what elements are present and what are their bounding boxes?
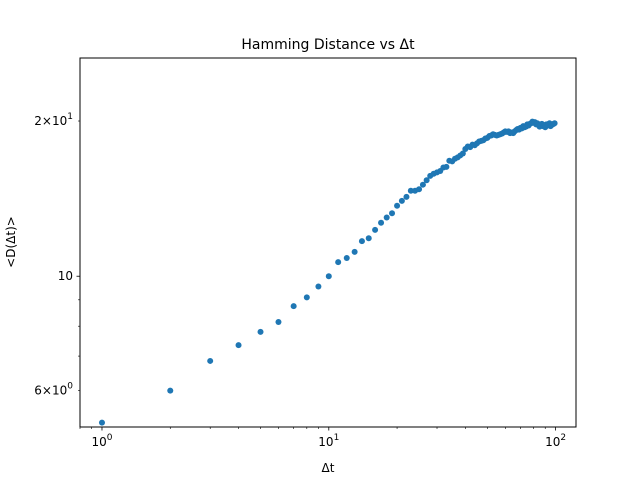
data-point <box>358 238 365 245</box>
data-point <box>423 177 430 184</box>
x-axis-label: Δt <box>322 461 335 475</box>
data-point <box>378 219 385 226</box>
y-tick-label: 10 <box>58 269 73 283</box>
data-point <box>325 273 332 280</box>
chart-title: Hamming Distance vs Δt <box>241 37 415 53</box>
data-point <box>98 419 105 426</box>
data-point <box>315 283 322 290</box>
plot-frame <box>79 57 577 428</box>
data-point <box>398 197 405 204</box>
data-point <box>419 181 426 188</box>
y-axis-label: <D(Δt)> <box>4 216 18 268</box>
data-point <box>257 328 264 335</box>
data-point <box>351 248 358 255</box>
data-point <box>303 294 310 301</box>
data-point <box>551 120 558 127</box>
data-point <box>343 254 350 261</box>
data-point <box>207 357 214 364</box>
data-point <box>275 319 282 326</box>
data-point <box>235 342 242 349</box>
y-tick-label: 6×100 <box>34 382 73 398</box>
data-points <box>98 118 558 426</box>
data-point <box>372 226 379 233</box>
data-point <box>407 187 414 194</box>
data-point <box>290 303 297 310</box>
data-point <box>167 387 174 394</box>
data-point <box>394 202 401 209</box>
data-point <box>459 150 466 157</box>
data-point <box>383 214 390 221</box>
data-point <box>365 235 372 242</box>
data-point <box>416 186 423 193</box>
data-point <box>389 210 396 217</box>
data-point <box>403 193 410 200</box>
data-point <box>335 259 342 266</box>
y-tick-label: 2×101 <box>34 112 73 128</box>
data-point <box>443 163 450 170</box>
